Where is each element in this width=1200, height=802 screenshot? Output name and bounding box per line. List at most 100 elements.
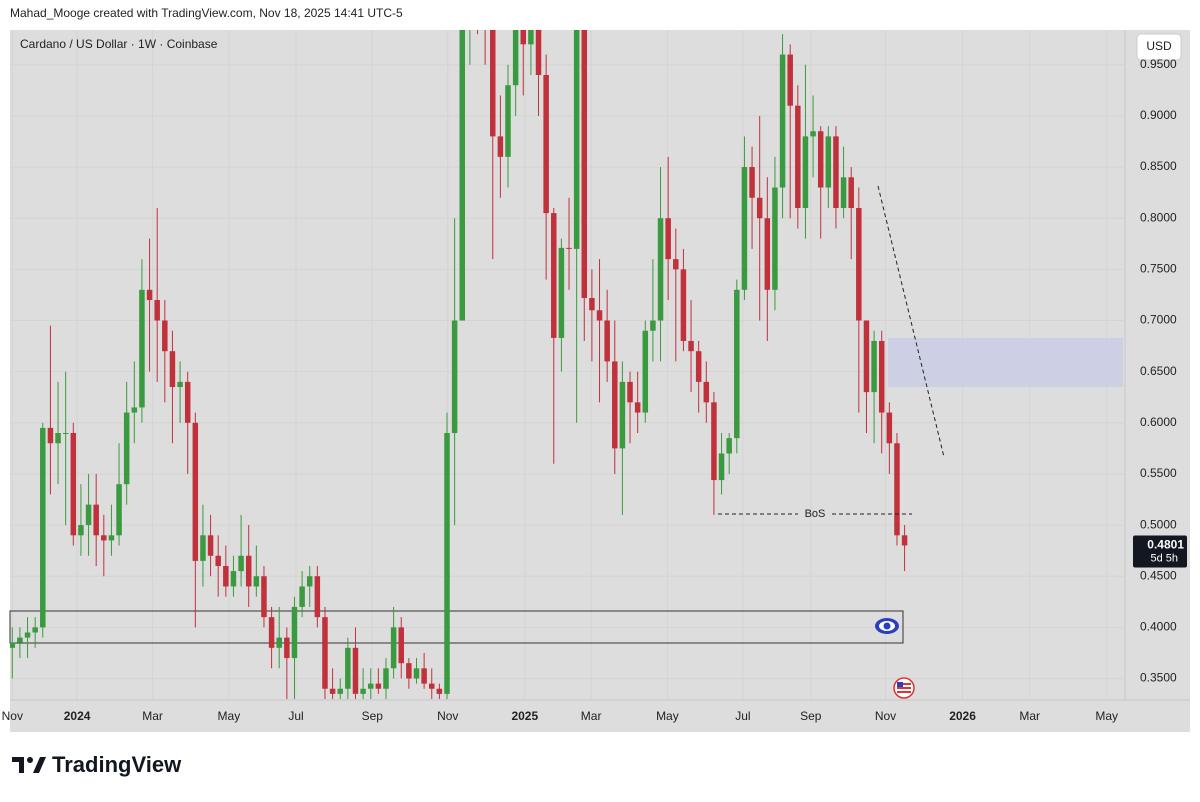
y-tick-label: 0.5500	[1140, 466, 1177, 480]
candle-body	[627, 381, 633, 403]
candle-body	[116, 484, 122, 536]
candle-body	[512, 30, 519, 86]
candle-body	[306, 576, 313, 587]
candle-body	[367, 683, 374, 689]
candle-body	[78, 525, 84, 536]
candle-body	[840, 177, 847, 208]
candle-body	[70, 433, 77, 536]
candle-body	[673, 259, 679, 270]
candle-body	[772, 187, 778, 290]
candle-body	[810, 131, 816, 137]
candle-body	[253, 576, 260, 587]
candle-body	[604, 320, 610, 362]
candle-body	[871, 340, 877, 393]
candle-body	[459, 30, 465, 321]
trend-line	[877, 185, 945, 458]
candle-body	[47, 427, 54, 444]
candle-body	[215, 555, 221, 566]
candle-body	[276, 637, 282, 648]
y-tick-label: 0.3500	[1140, 671, 1177, 685]
candle-body	[756, 197, 763, 219]
y-tick-label: 0.4500	[1140, 568, 1177, 582]
candle-body	[131, 407, 138, 413]
candle-body	[375, 683, 382, 689]
candle-body	[520, 30, 527, 45]
candle-body	[291, 606, 298, 659]
candle-body	[528, 30, 534, 45]
candle-body	[406, 663, 412, 679]
brand: TradingView	[12, 752, 182, 777]
candle-body	[230, 571, 237, 587]
candle-body	[795, 105, 801, 208]
candle-body	[139, 289, 145, 408]
candle-body	[596, 310, 603, 321]
candle-body	[558, 247, 565, 338]
demand-box	[9, 610, 904, 644]
x-tick-label: Sep	[800, 709, 822, 723]
candle-body	[429, 683, 435, 689]
flag-icon	[893, 677, 915, 699]
candle-body	[535, 30, 542, 76]
candle-body	[863, 320, 870, 393]
x-tick-label: May	[1095, 709, 1118, 723]
candle-body	[177, 381, 183, 387]
candle-body	[551, 213, 557, 338]
candle-body	[200, 535, 206, 561]
y-tick-label: 0.7000	[1140, 313, 1177, 327]
candle-body	[779, 54, 786, 188]
candle-body	[581, 30, 588, 299]
candle-body	[17, 637, 23, 643]
candle-body	[749, 167, 755, 198]
eye-icon	[875, 618, 899, 634]
x-tick-label: Mar	[1019, 709, 1040, 723]
candle-body	[680, 269, 687, 341]
x-tick-label: May	[656, 709, 679, 723]
candle-body	[314, 576, 321, 618]
x-tick-label: 2025	[511, 709, 538, 723]
currency-button[interactable]	[1136, 33, 1182, 61]
x-tick-label: 2024	[64, 709, 91, 723]
candle-body	[24, 632, 31, 638]
candle-body	[619, 381, 626, 449]
candle-body	[802, 136, 809, 208]
candle-body	[566, 247, 572, 249]
candle-body	[40, 427, 46, 628]
candle-body	[123, 412, 130, 485]
candle-body	[436, 688, 443, 694]
candle-body	[634, 402, 641, 413]
candle-body	[207, 535, 214, 556]
candle-body	[261, 576, 267, 618]
candle-body	[268, 617, 275, 648]
candle-body	[787, 54, 793, 106]
candle-body	[833, 136, 839, 208]
candle-body	[825, 136, 832, 188]
candle-body	[284, 637, 290, 659]
currency-label[interactable]: USD	[1146, 39, 1172, 53]
candle-body	[612, 361, 618, 449]
candle-body	[108, 535, 115, 541]
candle-body	[10, 642, 16, 648]
y-tick-label: 0.6000	[1140, 415, 1177, 429]
candle-body	[718, 453, 725, 481]
x-tick-label: Jul	[735, 709, 750, 723]
candle-body	[878, 340, 885, 413]
candle-body	[184, 381, 191, 423]
x-tick-label: Mar	[581, 709, 602, 723]
candle-body	[642, 330, 649, 413]
candle-body	[657, 218, 664, 321]
x-tick-label: Nov	[437, 709, 458, 723]
candle-body	[352, 647, 359, 694]
price-tag	[1133, 535, 1187, 568]
candle-body	[85, 504, 92, 526]
candle-body	[543, 75, 549, 214]
candle-body	[162, 320, 168, 352]
candle-body	[192, 422, 199, 561]
candle-body	[886, 412, 893, 444]
candle-body	[62, 433, 69, 435]
y-tick-label: 0.6500	[1140, 364, 1177, 378]
candle-body	[695, 351, 702, 382]
zone	[888, 338, 1123, 387]
candle-body	[589, 298, 595, 311]
candle-body	[93, 504, 99, 536]
